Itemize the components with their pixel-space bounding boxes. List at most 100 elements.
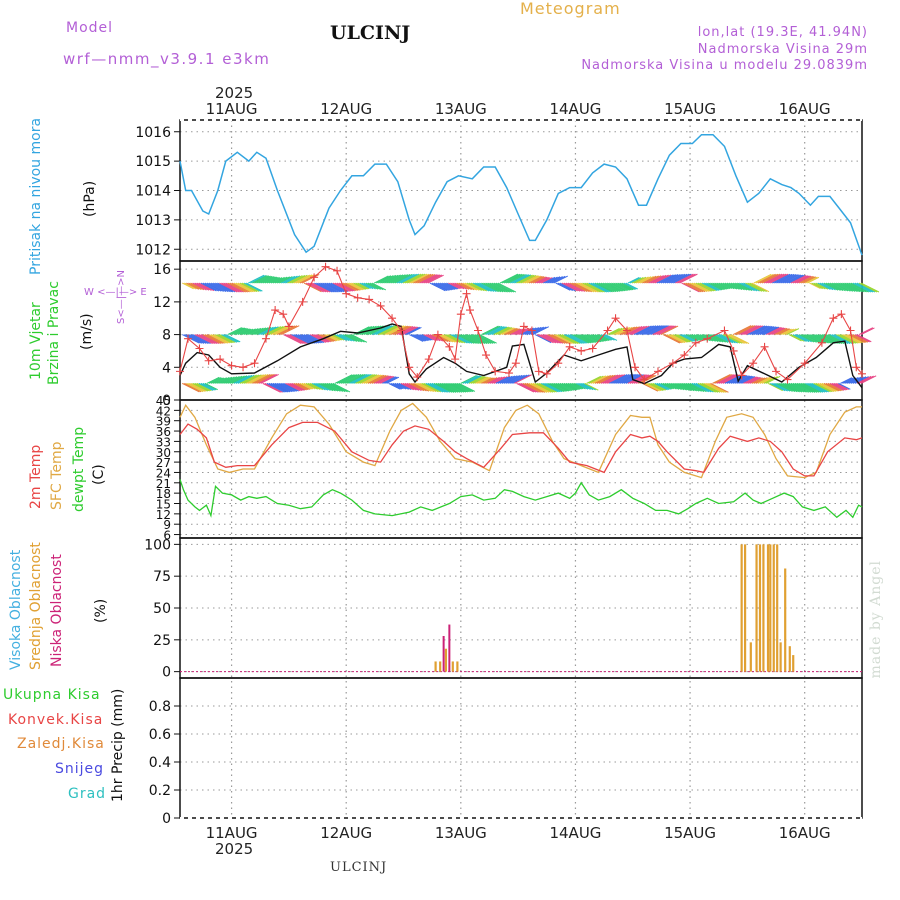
wind-ytick-label-0: 0 xyxy=(162,393,171,409)
precip-snow-label: Snijeg xyxy=(55,761,105,777)
gust-marker-16 xyxy=(342,289,351,298)
wind-ytick-label-4: 16 xyxy=(153,262,171,278)
day-label-top-5: 16AUG xyxy=(779,100,831,118)
gust-marker-47 xyxy=(631,363,640,372)
precip-conv-label: Konvek.Kisa xyxy=(8,712,104,728)
gust-marker-36 xyxy=(519,322,528,331)
gust-marker-7 xyxy=(250,359,259,368)
gust-marker-51 xyxy=(680,351,689,360)
gust-marker-13 xyxy=(310,273,319,282)
gust-marker-39 xyxy=(542,369,551,378)
cloud-ytick-label-3: 75 xyxy=(153,569,171,585)
gust-marker-53 xyxy=(703,334,712,343)
cloud-ytick-label-4: 100 xyxy=(144,537,171,553)
gust-marker-66 xyxy=(852,363,861,372)
gust-marker-58 xyxy=(760,342,769,351)
day-label-bottom-2: 13AUG xyxy=(435,824,487,842)
gust-marker-17 xyxy=(353,293,362,302)
lonlat-info: lon,lat (19.3E, 41.94N) xyxy=(697,25,868,40)
pressure-ytick-label-2: 1014 xyxy=(135,184,171,200)
gust-marker-15 xyxy=(333,266,342,275)
year-top: 2025 xyxy=(215,84,254,102)
gust-marker-9 xyxy=(271,306,280,315)
gust-marker-1 xyxy=(184,334,193,343)
sfc-temp-line xyxy=(179,402,862,479)
gust-marker-5 xyxy=(227,361,236,370)
precip-frozen-label: Zaledj.Kisa xyxy=(17,736,105,752)
gust-marker-33 xyxy=(491,367,500,376)
precip-ytick-label-2: 0.4 xyxy=(149,755,171,771)
temp-ytick-label-2: 12 xyxy=(156,508,171,522)
gust-marker-45 xyxy=(611,314,620,323)
temp-ytick-label-12: 42 xyxy=(156,404,171,418)
gust-marker-20 xyxy=(388,314,397,323)
pressure-ytick-label-4: 1016 xyxy=(135,125,171,141)
gust-marker-3 xyxy=(204,356,213,365)
page-title: ULCINJ xyxy=(330,22,411,44)
day-label-top-3: 14AUG xyxy=(549,100,601,118)
gust-marker-65 xyxy=(846,326,855,335)
temp-ytick-label-7: 27 xyxy=(156,456,171,470)
temp-ytick-label-9: 33 xyxy=(156,435,171,449)
wind-speed-line xyxy=(179,323,863,389)
day-label-bottom-0: 11AUG xyxy=(206,824,258,842)
model-label: Model xyxy=(66,20,114,36)
gust-marker-43 xyxy=(588,344,597,353)
pressure-ytick-label-0: 1012 xyxy=(135,242,171,258)
gust-marker-67 xyxy=(858,369,866,378)
gust-marker-52 xyxy=(691,338,700,347)
gust-marker-46 xyxy=(623,326,632,335)
year-bottom: 2025 xyxy=(215,840,254,858)
gust-marker-31 xyxy=(474,326,483,335)
gust-marker-37 xyxy=(527,326,536,335)
dewpoint-line xyxy=(179,479,863,519)
gust-marker-22 xyxy=(405,363,414,372)
precip-grad-label: Grad xyxy=(68,786,107,802)
model-name: wrf—nmm_v3.9.1 e3km xyxy=(63,50,271,68)
gust-marker-26 xyxy=(445,342,454,351)
day-label-bottom-5: 16AUG xyxy=(779,824,831,842)
precip-ytick-label-4: 0.8 xyxy=(149,699,171,715)
wind-gust-line xyxy=(179,266,863,381)
gust-marker-14 xyxy=(321,262,330,271)
gust-marker-34 xyxy=(504,369,513,378)
gust-marker-38 xyxy=(534,367,543,376)
gust-marker-63 xyxy=(829,314,838,323)
gust-marker-44 xyxy=(603,326,612,335)
day-label-top-1: 12AUG xyxy=(320,100,372,118)
gust-marker-28 xyxy=(456,310,465,319)
t2m-line xyxy=(179,421,863,477)
temp-ytick-label-0: 6 xyxy=(163,529,171,543)
wind-barbs xyxy=(182,273,880,393)
gust-marker-19 xyxy=(376,301,385,310)
pressure-line xyxy=(179,133,863,256)
gust-marker-25 xyxy=(433,330,442,339)
gust-marker-49 xyxy=(653,367,662,376)
temp-ytick-label-1: 9 xyxy=(163,518,171,532)
panel-frame-precip xyxy=(179,677,863,819)
gust-marker-12 xyxy=(298,297,307,306)
model-altitude-info: Nadmorska Visina u modelu 29.0839m xyxy=(581,58,868,73)
cloud-ytick-label-2: 50 xyxy=(153,601,171,617)
temp-ytick-label-5: 21 xyxy=(156,477,171,491)
temp-ytick-label-4: 18 xyxy=(156,487,171,501)
day-label-bottom-1: 12AUG xyxy=(320,824,372,842)
gust-marker-64 xyxy=(837,310,846,319)
gust-marker-48 xyxy=(640,375,649,384)
temp-ytick-label-13: 45 xyxy=(156,394,171,408)
gust-marker-54 xyxy=(720,326,729,335)
cloud-ytick-label-0: 0 xyxy=(162,665,171,681)
temp-ytick-label-11: 39 xyxy=(156,415,171,429)
wind-compass-we: W <—|—> E xyxy=(84,287,147,298)
gust-marker-6 xyxy=(239,363,248,372)
gust-marker-50 xyxy=(668,359,677,368)
gust-marker-18 xyxy=(365,295,374,304)
gust-marker-60 xyxy=(783,375,792,384)
precip-ytick-label-0: 0 xyxy=(162,811,171,827)
pressure-ytick-label-3: 1015 xyxy=(135,154,171,170)
meteogram-heading: Meteogram xyxy=(520,0,621,18)
gust-marker-62 xyxy=(817,338,826,347)
gust-marker-55 xyxy=(729,346,738,355)
gust-marker-10 xyxy=(279,310,288,319)
